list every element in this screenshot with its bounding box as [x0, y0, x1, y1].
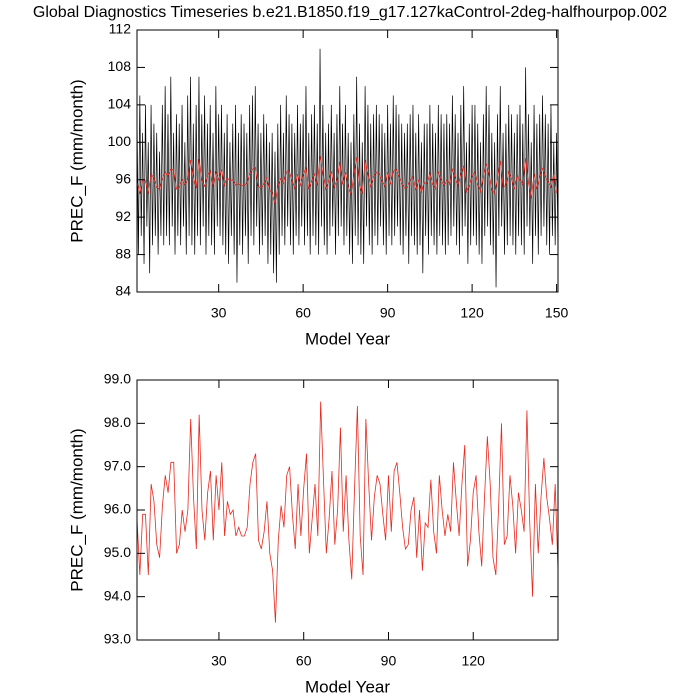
- y-tick-label: 98.0: [104, 414, 131, 430]
- series-line: [136, 401, 559, 623]
- y-tick-label: 93.0: [104, 631, 131, 647]
- y-tick-label: 84: [115, 283, 131, 299]
- y-tick-label: 96.0: [104, 501, 131, 517]
- x-tick-label: 60: [295, 305, 311, 321]
- y-tick-label: 94.0: [104, 587, 131, 603]
- x-tick-label: 90: [381, 653, 397, 669]
- y-tick-label: 112: [109, 21, 132, 37]
- y-axis-title: PREC_F (mm/month): [67, 79, 86, 242]
- y-tick-label: 108: [108, 58, 132, 74]
- plot-frame: [136, 29, 559, 293]
- y-tick-label: 104: [108, 96, 132, 112]
- x-tick-label: 120: [462, 653, 486, 669]
- y-axis-title: PREC_F (mm/month): [67, 428, 86, 591]
- y-tick-label: 99.0: [104, 371, 131, 387]
- x-tick-label: 60: [296, 653, 312, 669]
- x-tick-label: 150: [545, 305, 569, 321]
- y-tick-label: 95.0: [104, 544, 131, 560]
- x-tick-label: 30: [211, 653, 227, 669]
- y-tick-label: 96: [115, 170, 131, 186]
- y-tick-label: 92: [115, 208, 131, 224]
- x-tick-label: 90: [380, 305, 396, 321]
- y-tick-label: 100: [108, 133, 132, 149]
- x-tick-label: 120: [460, 305, 484, 321]
- x-axis-title: Model Year: [305, 329, 390, 348]
- x-tick-label: 30: [211, 305, 227, 321]
- y-tick-label: 97.0: [104, 457, 131, 473]
- chart-title: Global Diagnostics Timeseries b.e21.B185…: [33, 4, 667, 21]
- series-line: [136, 156, 557, 205]
- y-tick-label: 88: [115, 245, 131, 261]
- x-axis-title: Model Year: [305, 677, 390, 696]
